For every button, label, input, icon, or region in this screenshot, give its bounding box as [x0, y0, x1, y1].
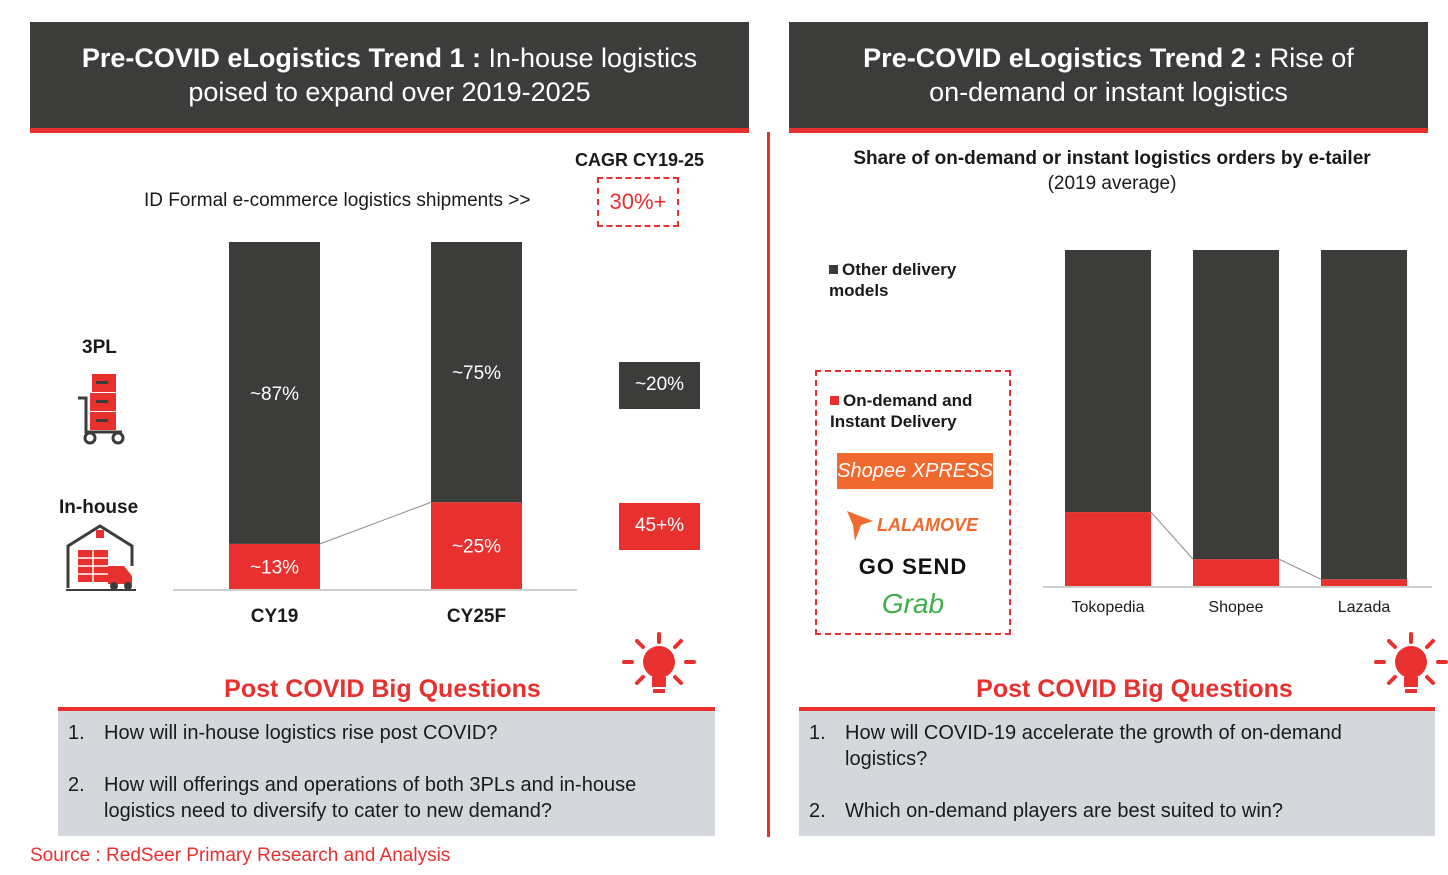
shopee-xpress-logo: Shopee XPRESS — [837, 453, 993, 489]
right-chart-subtitle: (2019 average) — [1047, 173, 1177, 194]
list-item: 2. How will offerings and operations of b… — [68, 772, 705, 824]
right-questions-title: Post COVID Big Questions — [976, 675, 1293, 703]
lightbulb-icon — [1374, 632, 1448, 693]
x-tick-label: Shopee — [1208, 599, 1263, 616]
legend-ondemand: On-demand and Instant Delivery — [830, 390, 1000, 432]
bar-segment — [1193, 250, 1279, 560]
data-label: ~87% — [250, 384, 299, 405]
left-questions-title: Post COVID Big Questions — [224, 675, 541, 703]
x-tick-label: Lazada — [1338, 599, 1391, 616]
connector-line — [1150, 511, 1194, 560]
legend-other: Other delivery models — [829, 259, 979, 301]
bar-segment — [1065, 250, 1151, 513]
label-3pl: 3PL — [82, 337, 117, 358]
bar-segment — [1193, 559, 1279, 586]
connector-line — [1278, 558, 1322, 580]
bar-segment — [229, 242, 320, 544]
right-header-line2: on-demand or instant logistics — [929, 77, 1288, 107]
data-label: ~75% — [452, 363, 501, 384]
warehouse-truck-icon — [66, 524, 136, 591]
bar-segment — [1321, 579, 1407, 586]
ondemand-players-box: On-demand and Instant Delivery Shopee XP… — [815, 370, 1011, 635]
bar-segment — [229, 543, 320, 589]
legend-ondemand-label: On-demand and Instant Delivery — [830, 391, 973, 431]
left-header: Pre-COVID eLogistics Trend 1 : In-house … — [30, 22, 749, 133]
data-label: ~13% — [250, 557, 299, 578]
cagr-inhouse-value: 45+% — [634, 515, 685, 536]
connector-line — [319, 501, 432, 545]
cagr-inhouse-badge: 45+% — [619, 503, 700, 550]
right-questions-rule — [799, 707, 1435, 711]
legend-other-label: Other delivery models — [829, 260, 957, 300]
list-item: 1. How will COVID-19 accelerate the growt… — [809, 720, 1423, 772]
x-tick-label: CY19 — [251, 606, 299, 627]
cagr-3pl-value: ~20% — [634, 374, 685, 395]
left-questions-rule — [58, 707, 715, 711]
legend-swatch-red — [830, 396, 839, 405]
lightbulb-icon — [622, 632, 696, 693]
shopee-xpress-text: Shopee XPRESS — [837, 460, 993, 482]
question-number: 2. — [809, 800, 826, 822]
legend-swatch-dark — [829, 265, 838, 274]
chart-ondemand-share: Tokopedia Shopee Lazada — [1043, 250, 1432, 616]
lalamove-text: LALAMOVE — [877, 515, 978, 535]
list-item: 2. Which on-demand players are best suite… — [809, 798, 1423, 824]
right-header: Pre-COVID eLogistics Trend 2 : Rise of o… — [789, 22, 1428, 133]
question-number: 2. — [68, 774, 85, 796]
question-number: 1. — [68, 722, 85, 744]
chart-logistics-split: ~13% ~87% CY19 ~25% ~75% CY25F — [173, 242, 577, 627]
lalamove-logo: LALAMOVE — [845, 507, 995, 543]
gosend-logo: GO SEND — [858, 554, 968, 579]
shipments-cagr-value: 30%+ — [609, 189, 667, 214]
left-header-bold: Pre-COVID eLogistics Trend 1 : — [81, 43, 481, 73]
question-text: How will offerings and operations of bot… — [104, 774, 637, 822]
list-item: 1. How will in-house logistics rise post … — [68, 720, 705, 746]
left-questions-box: 1. How will in-house logistics rise post … — [58, 711, 715, 836]
left-header-line2: poised to expand over 2019-2025 — [188, 77, 591, 107]
label-inhouse: In-house — [59, 497, 139, 518]
data-label: ~25% — [452, 537, 501, 558]
x-tick-label: Tokopedia — [1072, 599, 1145, 616]
right-questions-box: 1. How will COVID-19 accelerate the growt… — [799, 711, 1435, 836]
right-chart-title: Share of on-demand or instant logistics … — [853, 148, 1371, 169]
right-header-rest: Rise of — [1262, 43, 1354, 73]
trolley-boxes-icon — [78, 374, 125, 445]
cagr-label: CAGR CY19-25 — [575, 150, 705, 170]
bar-segment — [1065, 512, 1151, 586]
grab-logo: Grab — [881, 588, 945, 619]
lalamove-mark-icon — [847, 511, 873, 541]
left-questions-list: 1. How will in-house logistics rise post … — [68, 720, 705, 824]
question-text: How will in-house logistics rise post CO… — [104, 722, 498, 744]
right-header-bold: Pre-COVID eLogistics Trend 2 : — [863, 43, 1263, 73]
source-note: Source : RedSeer Primary Research and An… — [30, 845, 451, 866]
question-text: Which on-demand players are best suited … — [845, 800, 1284, 822]
cagr-3pl-badge: ~20% — [619, 362, 700, 409]
shipments-cagr-box: 30%+ — [597, 177, 679, 227]
bar-segment — [431, 502, 522, 589]
question-number: 1. — [809, 722, 826, 744]
question-text: How will COVID-19 accelerate the growth … — [845, 722, 1342, 770]
right-questions-list: 1. How will COVID-19 accelerate the growt… — [809, 720, 1423, 824]
bar-segment — [431, 242, 522, 503]
left-header-rest: In-house logistics — [480, 43, 698, 73]
shipments-label: ID Formal e-commerce logistics shipments… — [144, 190, 531, 211]
panel-divider — [767, 132, 770, 837]
bar-segment — [1321, 250, 1407, 580]
x-tick-label: CY25F — [447, 606, 506, 627]
